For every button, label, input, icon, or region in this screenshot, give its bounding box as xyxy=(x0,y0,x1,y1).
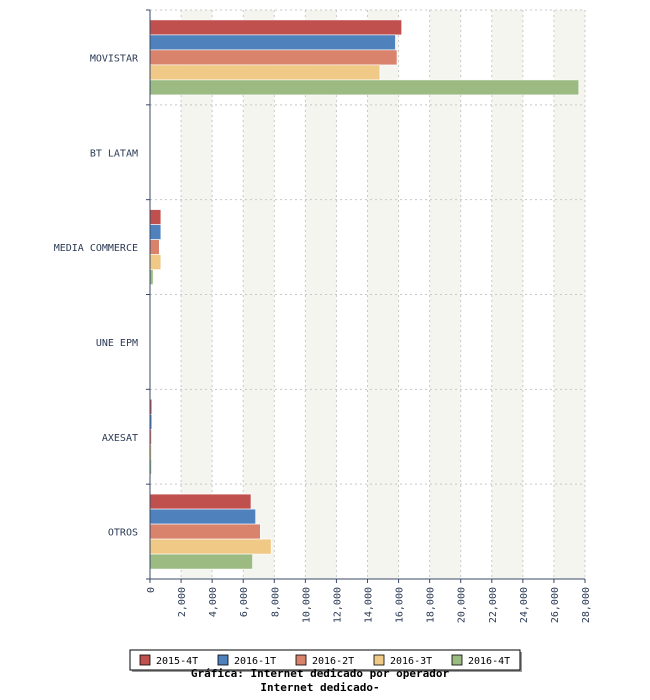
grid-band xyxy=(367,10,399,579)
bar xyxy=(149,493,252,510)
chart-title: Gráfica: Internet dedicado por operador xyxy=(191,667,450,680)
category-label: MEDIA COMMERCE xyxy=(54,243,138,254)
bar xyxy=(149,254,162,270)
legend: 2015-4T 2016-1T 2016-2T 2016-3T 2016-4T xyxy=(129,649,522,672)
legend-swatch xyxy=(295,654,307,666)
category-label: MOVISTAR xyxy=(90,53,139,64)
x-tick-label: 16,000 xyxy=(395,587,406,623)
x-tick-label: 20,000 xyxy=(457,587,468,623)
legend-label: 2016-1T xyxy=(234,656,276,667)
grid-band xyxy=(243,10,275,579)
grid-band xyxy=(553,10,585,579)
x-tick-label: 4,000 xyxy=(208,587,219,617)
x-tick-label: 22,000 xyxy=(488,587,499,623)
bar xyxy=(149,239,160,255)
legend-label: 2016-4T xyxy=(468,656,510,667)
bar xyxy=(149,508,256,525)
x-tick-label: 2,000 xyxy=(177,587,188,617)
legend-swatch xyxy=(451,654,463,666)
category-labels: MOVISTAR BT LATAM MEDIA COMMERCE UNE EPM AXE… xyxy=(54,53,139,538)
legend-label: 2016-3T xyxy=(390,656,432,667)
chart-subtitle: Internet dedicado- xyxy=(260,681,379,694)
x-tick-label: 18,000 xyxy=(426,587,437,623)
bar xyxy=(149,34,396,51)
legend-swatch xyxy=(373,654,385,666)
x-tick-label: 26,000 xyxy=(550,587,561,623)
axes xyxy=(146,9,586,583)
bar xyxy=(149,553,253,570)
x-tick-label: 6,000 xyxy=(239,587,250,617)
x-tick-label: 8,000 xyxy=(270,587,281,617)
bar xyxy=(149,209,162,225)
category-label: UNE EPM xyxy=(96,338,138,349)
bar xyxy=(149,64,381,81)
category-label: AXESAT xyxy=(102,433,138,444)
x-tick-label: 28,000 xyxy=(581,587,592,623)
bar xyxy=(149,224,162,240)
legend-label: 2015-4T xyxy=(156,656,198,667)
x-tick-label: 12,000 xyxy=(332,587,343,623)
bar xyxy=(149,19,402,36)
x-tick-label: 24,000 xyxy=(519,587,530,623)
bar xyxy=(149,49,398,66)
x-tick-label: 14,000 xyxy=(364,587,375,623)
tick-labels: 0 2,000 4,000 6,000 8,000 10,000 12,000 14,000 1… xyxy=(146,587,592,623)
legend-swatch xyxy=(139,654,151,666)
x-tick-label: 10,000 xyxy=(301,587,312,623)
bar xyxy=(149,79,580,96)
bar xyxy=(149,523,261,540)
category-label: BT LATAM xyxy=(90,148,138,159)
bar xyxy=(149,538,272,555)
x-tick-label: 0 xyxy=(146,587,157,593)
category-label: OTROS xyxy=(108,528,138,539)
legend-swatch xyxy=(217,654,229,666)
legend-label: 2016-2T xyxy=(312,656,354,667)
